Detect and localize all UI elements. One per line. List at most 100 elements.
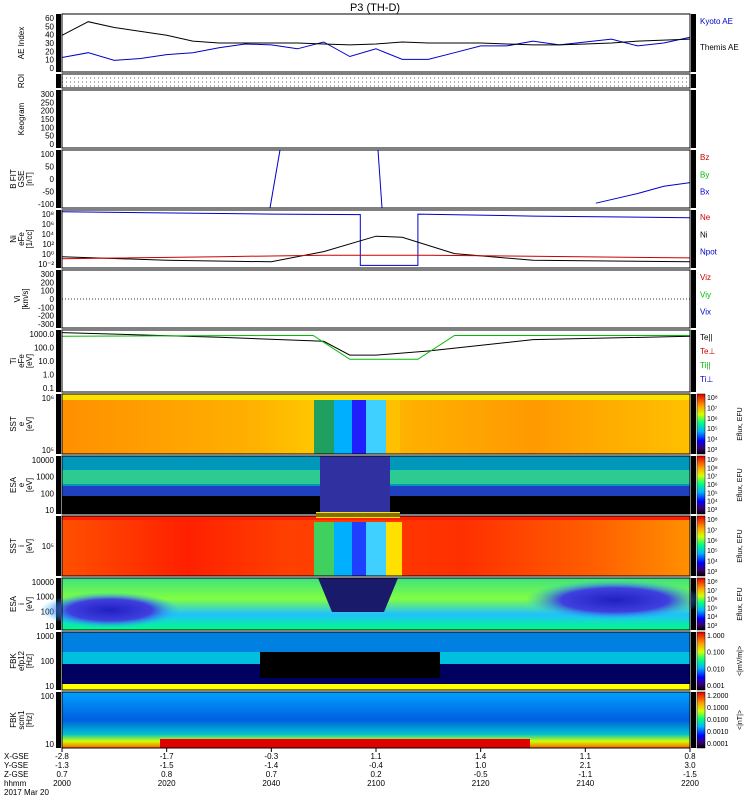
footer-value: -1.3 <box>55 761 69 770</box>
colorbar-title: Eflux, EFU <box>737 407 744 440</box>
tick-label: 1000 <box>36 632 54 641</box>
panel-ylabel: [eV] <box>25 417 34 431</box>
footer-value: 2.1 <box>580 761 592 770</box>
colorbar-label: 0.010 <box>707 666 725 673</box>
panel-ylabel: [1/cc] <box>25 229 34 248</box>
colorbar-label: 10³ <box>707 623 718 630</box>
panel-side-bar <box>691 456 696 514</box>
esa-i-core <box>318 578 398 612</box>
colorbar-label: 10⁵ <box>707 605 718 612</box>
bx-spike <box>269 149 281 209</box>
panel-frame <box>61 393 691 455</box>
colorbar-label: 10⁴ <box>707 437 718 444</box>
tick-label: 10⁵ <box>42 542 54 551</box>
tick-label: 100 <box>41 123 55 132</box>
panel-side-bar <box>691 150 696 208</box>
panel-ylabel: Ti <box>9 358 18 365</box>
panel-ylabel: i <box>17 603 26 605</box>
colorbar-label: 10⁵ <box>707 548 718 555</box>
colorbar-label: 0.001 <box>707 683 725 690</box>
legend-entry: Ti|| <box>700 361 711 370</box>
legend-entry: Ti⊥ <box>700 375 713 384</box>
tick-label: -100 <box>38 303 55 312</box>
panel-side-bar <box>56 90 61 148</box>
series-line <box>61 335 690 360</box>
tick-label: 50 <box>45 132 54 141</box>
colorbar-title: <|nT|> <box>737 710 744 730</box>
colorbar-title: Eflux, EFU <box>737 587 744 620</box>
legend-entry: Te|| <box>700 333 713 342</box>
colorbar-label: 0.0100 <box>707 717 729 724</box>
colorbar-label: 0.0001 <box>707 741 729 748</box>
sst-i-cell <box>386 522 402 576</box>
tick-label: 100 <box>41 692 55 701</box>
colorbar-label: 10⁷ <box>707 527 718 534</box>
series-line <box>61 254 691 260</box>
panel-ylabel: ESA <box>9 476 18 493</box>
tick-label: 10⁴ <box>42 230 55 239</box>
legend-entry: Themis AE <box>700 43 739 52</box>
tick-label: -200 <box>38 312 55 321</box>
colorbar-label: 10⁴ <box>707 614 718 621</box>
legend-entry: Vix <box>700 308 711 317</box>
tick-label: 1000 <box>36 473 54 482</box>
panel-side-bar <box>56 632 61 690</box>
esa-i-blob <box>40 592 180 628</box>
panel-frame <box>61 89 691 149</box>
footer-row-label: 2017 Mar 20 <box>4 788 49 797</box>
tick-label: 1.0 <box>43 371 55 380</box>
tick-label: 0 <box>50 295 55 304</box>
colorbar-label: 10⁶ <box>707 597 718 604</box>
footer-value: -1.7 <box>160 752 174 761</box>
colorbar <box>696 455 706 515</box>
tick-label: 10⁰ <box>42 250 54 259</box>
tick-label: 10 <box>45 506 54 515</box>
panel-ylabel: SST <box>9 416 18 432</box>
legend-entry: Npot <box>700 248 718 257</box>
legend-entry: Te⊥ <box>700 347 715 356</box>
tick-label: 10⁶ <box>42 220 54 229</box>
colorbar-label: 10⁸ <box>707 517 718 524</box>
colorbar-label: 10⁵ <box>707 426 718 433</box>
tick-label: 300 <box>41 90 55 99</box>
series-line <box>61 36 691 61</box>
colorbar-label: 1.000 <box>707 633 725 640</box>
colorbar-title: <|mV/m|> <box>737 646 744 676</box>
tick-label: 0.1 <box>43 384 55 393</box>
tick-label: 10 <box>45 740 54 749</box>
footer-value: -2.8 <box>55 752 69 761</box>
tick-label: 10⁻² <box>38 260 54 269</box>
footer-row-label: Z-GSE <box>4 770 28 779</box>
panel-ylabel: [km/s] <box>21 288 30 309</box>
footer-value: 1.0 <box>475 761 487 770</box>
footer-value: 2040 <box>262 779 280 788</box>
panel-frame <box>61 577 691 631</box>
colorbar-label: 0.100 <box>707 650 725 657</box>
footer-value: 2120 <box>472 779 490 788</box>
panel-side-bar <box>56 150 61 208</box>
tick-label: 10⁸ <box>42 210 54 219</box>
footer-value: 2000 <box>53 779 71 788</box>
tick-label: 40 <box>45 31 54 40</box>
colorbar-label: 10⁷ <box>707 405 718 412</box>
footer-value: 1.1 <box>370 752 382 761</box>
fbk-e-band <box>62 632 690 652</box>
tick-label: 200 <box>41 278 55 287</box>
panel-ylabel: ESA <box>9 595 18 612</box>
footer-value: -1.5 <box>160 761 174 770</box>
footer-value: 0.8 <box>161 770 173 779</box>
panel-side-bar <box>691 516 696 576</box>
plot-title: P3 (TH-D) <box>350 2 400 14</box>
panel-ylabel: [Hz] <box>25 713 34 727</box>
sst-i-cell <box>314 522 336 576</box>
panel-ylabel: ROI <box>17 74 26 88</box>
colorbar-label: 10⁶ <box>707 482 718 489</box>
series-line <box>61 21 691 46</box>
footer-value: -0.5 <box>474 770 488 779</box>
sst-i-top <box>316 512 400 518</box>
legend-entry: Viy <box>700 290 711 299</box>
tick-label: 10 <box>45 682 54 691</box>
panel-side-bar <box>691 90 696 148</box>
colorbar-label: 0.1000 <box>707 705 729 712</box>
colorbar-label: 10⁸ <box>707 465 718 472</box>
